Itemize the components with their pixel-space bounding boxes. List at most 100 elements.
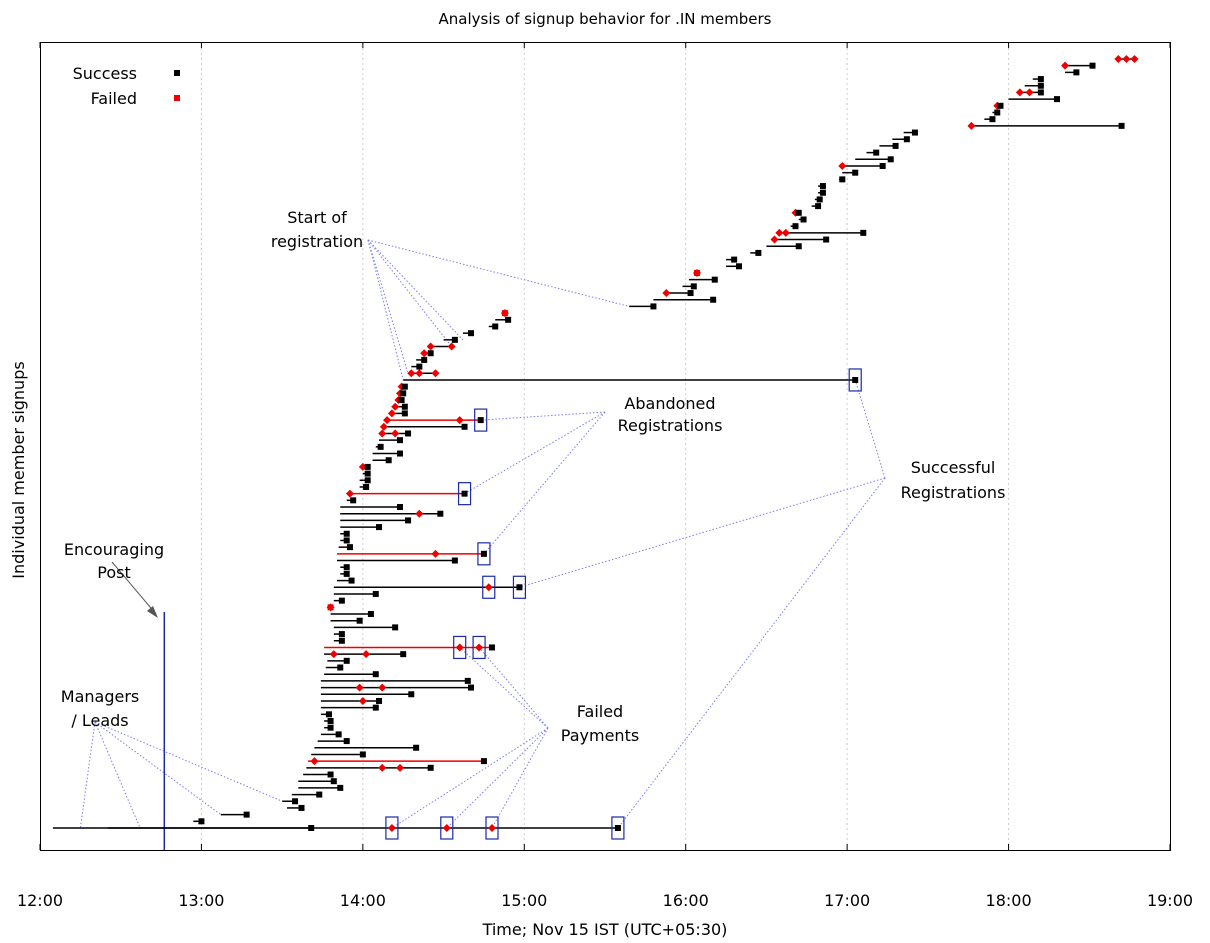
x-tick-label: 12:00	[17, 891, 63, 910]
highlight-box	[440, 816, 454, 840]
success-marker	[401, 410, 408, 417]
success-marker	[1089, 62, 1096, 69]
failed-marker	[415, 509, 424, 518]
success-marker	[451, 557, 458, 564]
success-marker	[408, 691, 415, 698]
success-marker	[327, 771, 334, 778]
x-tick-label: 16:00	[663, 891, 709, 910]
success-marker	[376, 697, 382, 704]
annotation-label: Payments	[561, 726, 639, 745]
success-marker	[343, 738, 350, 745]
y-axis-label: Individual member signups	[9, 361, 28, 578]
annotation-leader-line	[367, 239, 404, 381]
annotation-label: Registrations	[901, 483, 1006, 502]
annotation-leader-line	[367, 239, 464, 341]
annotation-label: Registrations	[618, 416, 723, 435]
success-marker	[480, 758, 487, 765]
success-marker	[614, 825, 621, 831]
highlight-box	[485, 816, 499, 840]
success-marker	[1037, 89, 1044, 96]
annotation-leader-line	[478, 647, 549, 729]
success-marker	[356, 617, 363, 624]
annotation-labels: Start of registration Abandoned Registratio…	[61, 208, 1006, 745]
success-marker	[735, 263, 742, 270]
failed-marker	[391, 429, 400, 438]
success-marker	[489, 644, 495, 651]
success-marker	[731, 256, 738, 263]
highlight-box	[611, 816, 625, 840]
annotation-leader-line	[79, 721, 96, 829]
annotation-leader-line	[367, 239, 409, 374]
highlight-box	[512, 575, 527, 599]
annotation-leaders	[79, 239, 886, 829]
plot-frame	[40, 42, 1171, 851]
success-marker	[396, 437, 403, 444]
success-marker	[327, 724, 334, 731]
success-marker	[792, 223, 799, 230]
annotation-label: registration	[271, 232, 363, 251]
success-marker	[468, 684, 475, 691]
success-marker	[343, 657, 350, 664]
failed-marker	[387, 824, 396, 832]
success-marker	[372, 704, 379, 711]
annotation-leader-line	[480, 411, 606, 421]
legend: Success Failed	[73, 64, 180, 108]
failed-marker	[391, 402, 400, 411]
failed-marker	[455, 416, 464, 425]
success-marker	[243, 811, 250, 818]
success-marker	[376, 524, 382, 531]
failed-marker	[378, 763, 387, 772]
x-tick-label: 13:00	[178, 891, 224, 910]
success-marker	[350, 497, 357, 504]
legend-swatch	[174, 95, 180, 101]
success-marker	[364, 463, 371, 470]
encouraging-post-arrow	[111, 561, 157, 615]
x-tick-label: 15:00	[501, 891, 547, 910]
success-marker	[364, 470, 371, 477]
success-marker	[398, 397, 405, 404]
annotation-label: / Leads	[71, 711, 128, 730]
success-marker	[816, 196, 823, 203]
success-marker	[892, 142, 899, 149]
highlight-box	[474, 408, 488, 432]
failed-marker	[387, 409, 396, 418]
success-marker	[405, 430, 412, 437]
failed-marker	[447, 342, 456, 351]
failed-marker	[378, 429, 387, 438]
success-marker	[480, 550, 487, 557]
annotation-leader-line	[94, 721, 283, 802]
failed-marker	[395, 763, 404, 772]
success-marker	[437, 510, 444, 517]
legend-label: Success	[73, 64, 137, 83]
success-marker	[492, 323, 499, 330]
success-marker	[372, 671, 379, 678]
success-marker	[711, 276, 718, 283]
registration-bars	[52, 58, 1135, 829]
chart-title: Analysis of signup behavior for .IN memb…	[439, 10, 772, 28]
highlight-box	[472, 635, 486, 660]
failed-marker	[781, 228, 790, 237]
success-marker	[392, 624, 399, 631]
failed-marker	[484, 583, 493, 592]
failed-end-marker	[327, 604, 334, 611]
success-marker	[1037, 82, 1044, 89]
x-tick-label: 14:00	[340, 891, 386, 910]
failed-marker	[838, 161, 847, 170]
failed-marker	[378, 683, 387, 692]
success-marker	[516, 584, 523, 591]
failed-end-marker	[501, 310, 508, 317]
highlight-boxes	[385, 368, 862, 840]
success-marker	[338, 631, 345, 638]
success-marker	[416, 363, 423, 370]
x-tick-label: 18:00	[986, 891, 1032, 910]
success-marker	[372, 590, 379, 597]
success-marker	[873, 149, 880, 156]
highlight-box	[453, 635, 467, 660]
success-marker	[308, 825, 315, 831]
failed-marker	[358, 696, 367, 705]
failed-marker	[1025, 88, 1034, 97]
success-marker	[477, 417, 484, 424]
success-marker	[343, 570, 350, 577]
success-marker	[795, 209, 802, 216]
annotation-leader-line	[617, 477, 886, 829]
